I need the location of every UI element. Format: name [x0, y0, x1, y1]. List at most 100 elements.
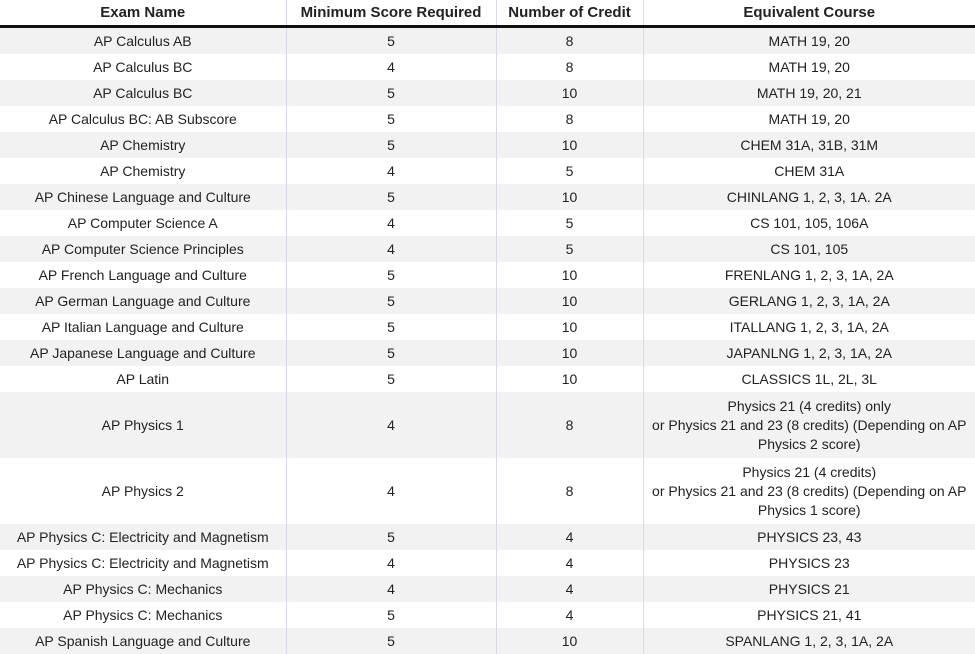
table-cell: AP Calculus BC: AB Subscore: [0, 106, 286, 132]
table-cell: PHYSICS 21: [643, 576, 975, 602]
table-cell: 5: [286, 262, 496, 288]
table-cell: 5: [286, 340, 496, 366]
table-cell: AP Calculus BC: [0, 54, 286, 80]
table-cell: 5: [286, 524, 496, 550]
table-cell: 4: [286, 54, 496, 80]
table-cell: JAPANLNG 1, 2, 3, 1A, 2A: [643, 340, 975, 366]
table-cell: AP Computer Science A: [0, 210, 286, 236]
table-cell: AP Physics 2: [0, 458, 286, 524]
table-cell: 4: [286, 392, 496, 458]
table-cell: ITALLANG 1, 2, 3, 1A, 2A: [643, 314, 975, 340]
table-cell: 5: [286, 288, 496, 314]
table-cell: 5: [286, 27, 496, 55]
column-header: Number of Credit: [496, 0, 643, 27]
table-cell: AP Calculus BC: [0, 80, 286, 106]
table-cell: 8: [496, 106, 643, 132]
table-cell: 4: [496, 576, 643, 602]
table-cell: 10: [496, 314, 643, 340]
table-cell: 4: [496, 602, 643, 628]
table-cell: 4: [496, 550, 643, 576]
table-cell: AP Japanese Language and Culture: [0, 340, 286, 366]
table-cell: 4: [286, 210, 496, 236]
table-cell: AP Chemistry: [0, 158, 286, 184]
table-cell: 5: [496, 158, 643, 184]
table-cell: 4: [286, 458, 496, 524]
table-cell: 5: [286, 314, 496, 340]
table-cell: MATH 19, 20: [643, 54, 975, 80]
table-cell: 10: [496, 366, 643, 392]
table-cell: 4: [496, 524, 643, 550]
table-cell: AP French Language and Culture: [0, 262, 286, 288]
table-cell: 4: [286, 158, 496, 184]
table-cell: 5: [286, 184, 496, 210]
table-cell: PHYSICS 21, 41: [643, 602, 975, 628]
table-cell: 5: [286, 628, 496, 654]
table-cell: 4: [286, 550, 496, 576]
table-cell: CS 101, 105, 106A: [643, 210, 975, 236]
table-cell: AP Physics C: Electricity and Magnetism: [0, 524, 286, 550]
table-cell: SPANLANG 1, 2, 3, 1A, 2A: [643, 628, 975, 654]
table-cell: AP Computer Science Principles: [0, 236, 286, 262]
table-cell: AP Italian Language and Culture: [0, 314, 286, 340]
table-cell: 10: [496, 132, 643, 158]
table-cell: GERLANG 1, 2, 3, 1A, 2A: [643, 288, 975, 314]
table-cell: 10: [496, 628, 643, 654]
table-cell: 8: [496, 458, 643, 524]
table-cell: 10: [496, 80, 643, 106]
table-cell: FRENLANG 1, 2, 3, 1A, 2A: [643, 262, 975, 288]
table-cell: Physics 21 (4 credits) only or Physics 2…: [643, 392, 975, 458]
table-cell: MATH 19, 20: [643, 106, 975, 132]
table-cell: CHINLANG 1, 2, 3, 1A. 2A: [643, 184, 975, 210]
table-cell: MATH 19, 20, 21: [643, 80, 975, 106]
table-cell: 5: [496, 236, 643, 262]
table-cell: AP Chemistry: [0, 132, 286, 158]
table-cell: 5: [286, 132, 496, 158]
table-cell: AP German Language and Culture: [0, 288, 286, 314]
table-cell: CS 101, 105: [643, 236, 975, 262]
table-cell: PHYSICS 23, 43: [643, 524, 975, 550]
table-cell: AP Physics C: Mechanics: [0, 576, 286, 602]
table-cell: CHEM 31A, 31B, 31M: [643, 132, 975, 158]
table-cell: 10: [496, 262, 643, 288]
table-cell: 8: [496, 392, 643, 458]
table-cell: AP Physics C: Electricity and Magnetism: [0, 550, 286, 576]
table-cell: 4: [286, 236, 496, 262]
table-cell: AP Latin: [0, 366, 286, 392]
table-cell: AP Physics 1: [0, 392, 286, 458]
table-cell: 10: [496, 184, 643, 210]
table-cell: 10: [496, 340, 643, 366]
table-cell: MATH 19, 20: [643, 27, 975, 55]
table-cell: Physics 21 (4 credits) or Physics 21 and…: [643, 458, 975, 524]
table-cell: AP Physics C: Mechanics: [0, 602, 286, 628]
column-header: Minimum Score Required: [286, 0, 496, 27]
table-cell: AP Chinese Language and Culture: [0, 184, 286, 210]
table-cell: CHEM 31A: [643, 158, 975, 184]
table-cell: 5: [286, 106, 496, 132]
table-cell: 5: [286, 602, 496, 628]
column-header: Equivalent Course: [643, 0, 975, 27]
